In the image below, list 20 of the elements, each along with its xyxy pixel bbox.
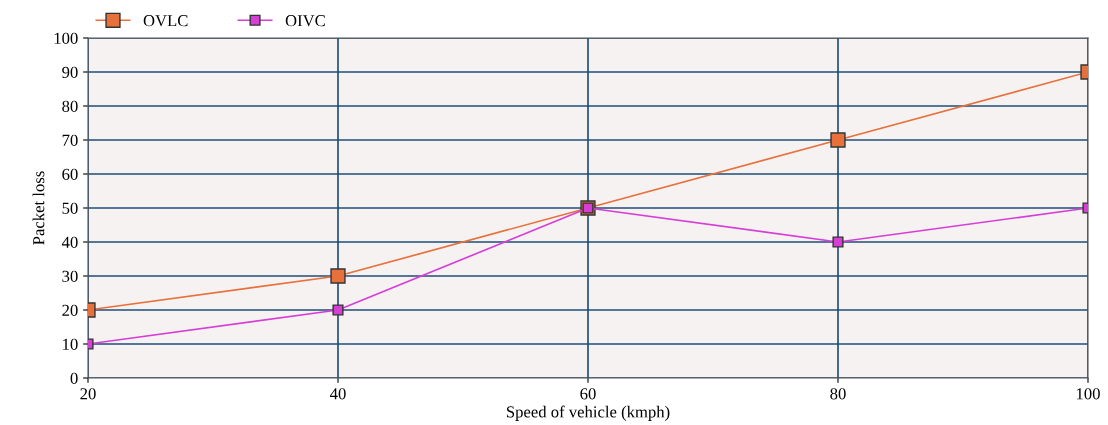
- y-tick-label: 100: [54, 32, 78, 44]
- x-axis-title: Speed of vehicle (kmph): [506, 405, 670, 421]
- x-tick-label: 20: [80, 388, 96, 400]
- legend-label: OIVC: [285, 15, 325, 27]
- y-tick-label: 90: [62, 66, 78, 78]
- y-tick-label: 0: [70, 372, 78, 384]
- y-tick-label: 10: [63, 338, 78, 350]
- x-tick-label: 80: [830, 388, 846, 400]
- x-tick-label: 100: [1076, 388, 1100, 400]
- y-tick-label: 50: [62, 202, 78, 214]
- x-tick-label: 60: [580, 388, 596, 400]
- y-tick-label: 80: [62, 100, 78, 112]
- legend-label: OVLC: [143, 15, 188, 27]
- y-axis-title: Packet loss: [32, 171, 45, 245]
- y-tick-label: 40: [61, 236, 78, 248]
- y-tick-label: 70: [62, 134, 78, 146]
- y-tick-label: 30: [62, 270, 78, 282]
- y-tick-label: 20: [62, 304, 78, 316]
- x-tick-label: 40: [329, 388, 346, 400]
- y-tick-label: 60: [62, 168, 78, 180]
